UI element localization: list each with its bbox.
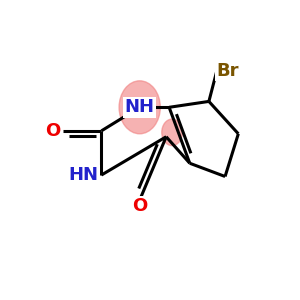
Text: Br: Br — [216, 62, 239, 80]
Text: NH: NH — [125, 98, 155, 116]
Text: O: O — [45, 122, 60, 140]
Text: O: O — [132, 197, 147, 215]
Ellipse shape — [162, 119, 182, 146]
Text: HN: HN — [68, 166, 98, 184]
Ellipse shape — [119, 81, 160, 134]
